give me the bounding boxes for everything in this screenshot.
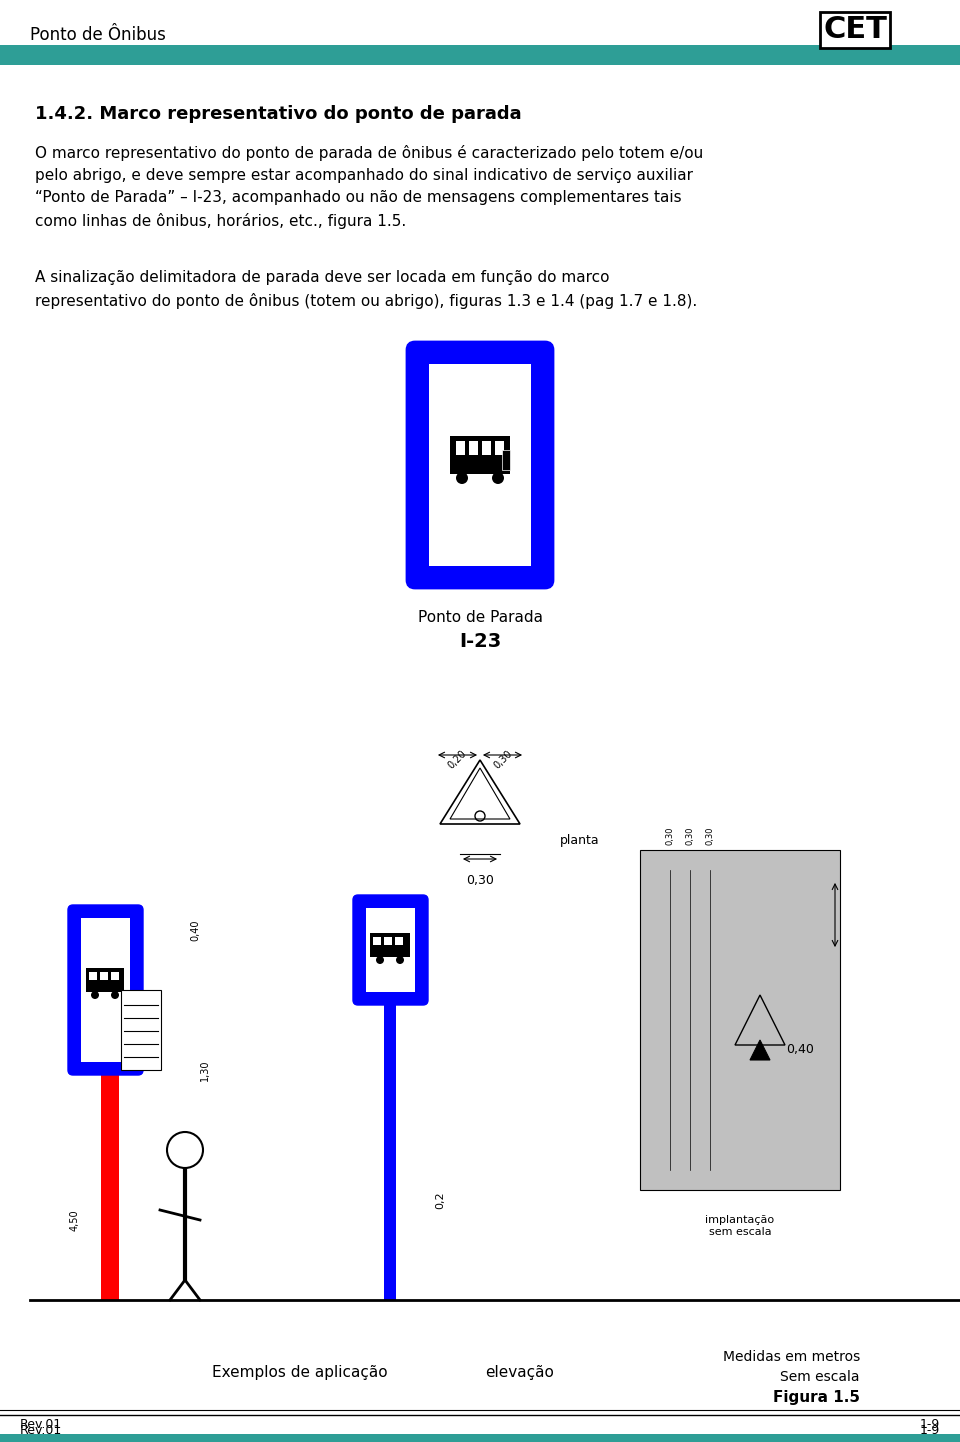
- Text: 0,30: 0,30: [466, 874, 494, 887]
- Text: 1.4.2. Marco representativo do ponto de parada: 1.4.2. Marco representativo do ponto de …: [35, 105, 521, 123]
- Text: 0,30: 0,30: [492, 748, 515, 770]
- Bar: [370, 933, 410, 957]
- Bar: [469, 441, 478, 456]
- Circle shape: [111, 991, 119, 999]
- Bar: [429, 363, 531, 567]
- Text: 0,30: 0,30: [706, 826, 714, 845]
- FancyBboxPatch shape: [68, 906, 143, 1074]
- Bar: [502, 450, 510, 470]
- Text: implantação
sem escala: implantação sem escala: [706, 1216, 775, 1237]
- Bar: [101, 970, 119, 1301]
- Bar: [456, 441, 465, 456]
- Text: 0,40: 0,40: [786, 1044, 814, 1057]
- FancyBboxPatch shape: [353, 895, 428, 1005]
- Text: Rev.01: Rev.01: [20, 1423, 62, 1436]
- Bar: [450, 435, 510, 474]
- Bar: [111, 972, 119, 981]
- Circle shape: [91, 991, 99, 999]
- Text: Rev.01: Rev.01: [20, 1419, 62, 1432]
- Circle shape: [396, 956, 404, 965]
- Text: Exemplos de aplicação: Exemplos de aplicação: [212, 1366, 388, 1380]
- Bar: [384, 937, 392, 945]
- Text: Medidas em metros: Medidas em metros: [723, 1350, 860, 1364]
- Bar: [121, 991, 161, 1070]
- Bar: [495, 441, 504, 456]
- Bar: [81, 919, 130, 1061]
- Bar: [384, 970, 396, 1301]
- Text: 0,30: 0,30: [665, 826, 675, 845]
- Text: Figura 1.5: Figura 1.5: [773, 1390, 860, 1405]
- Text: Ponto de Parada: Ponto de Parada: [418, 610, 542, 624]
- Bar: [86, 968, 124, 992]
- Text: 1-9: 1-9: [920, 1423, 940, 1436]
- Text: 0,30: 0,30: [685, 826, 694, 845]
- Circle shape: [376, 956, 384, 965]
- Circle shape: [167, 1132, 203, 1168]
- Bar: [640, 849, 840, 1190]
- Text: 0,20: 0,20: [445, 748, 468, 770]
- Bar: [366, 908, 415, 992]
- Circle shape: [456, 472, 468, 485]
- Text: I-23: I-23: [459, 632, 501, 650]
- Bar: [395, 937, 403, 945]
- Text: 0,2: 0,2: [435, 1191, 445, 1208]
- Bar: [482, 441, 491, 456]
- Text: A sinalização delimitadora de parada deve ser locada em função do marco
represen: A sinalização delimitadora de parada dev…: [35, 270, 697, 309]
- Text: 1-9: 1-9: [920, 1419, 940, 1432]
- Bar: [0, 45, 960, 65]
- Bar: [0, 1433, 960, 1442]
- Bar: [89, 972, 97, 981]
- Text: 4,50: 4,50: [70, 1210, 80, 1231]
- Text: Sem escala: Sem escala: [780, 1370, 860, 1384]
- Circle shape: [492, 472, 504, 485]
- Polygon shape: [750, 1040, 770, 1060]
- Text: CET: CET: [823, 16, 887, 45]
- Text: O marco representativo do ponto de parada de ônibus é caracterizado pelo totem e: O marco representativo do ponto de parad…: [35, 146, 704, 229]
- Bar: [100, 972, 108, 981]
- Text: Ponto de Ônibus: Ponto de Ônibus: [30, 26, 166, 45]
- Text: elevação: elevação: [486, 1366, 555, 1380]
- FancyBboxPatch shape: [407, 342, 553, 588]
- Text: 1,30: 1,30: [200, 1060, 210, 1080]
- Text: 0,40: 0,40: [190, 919, 200, 940]
- Text: planta: planta: [560, 833, 600, 846]
- Bar: [373, 937, 381, 945]
